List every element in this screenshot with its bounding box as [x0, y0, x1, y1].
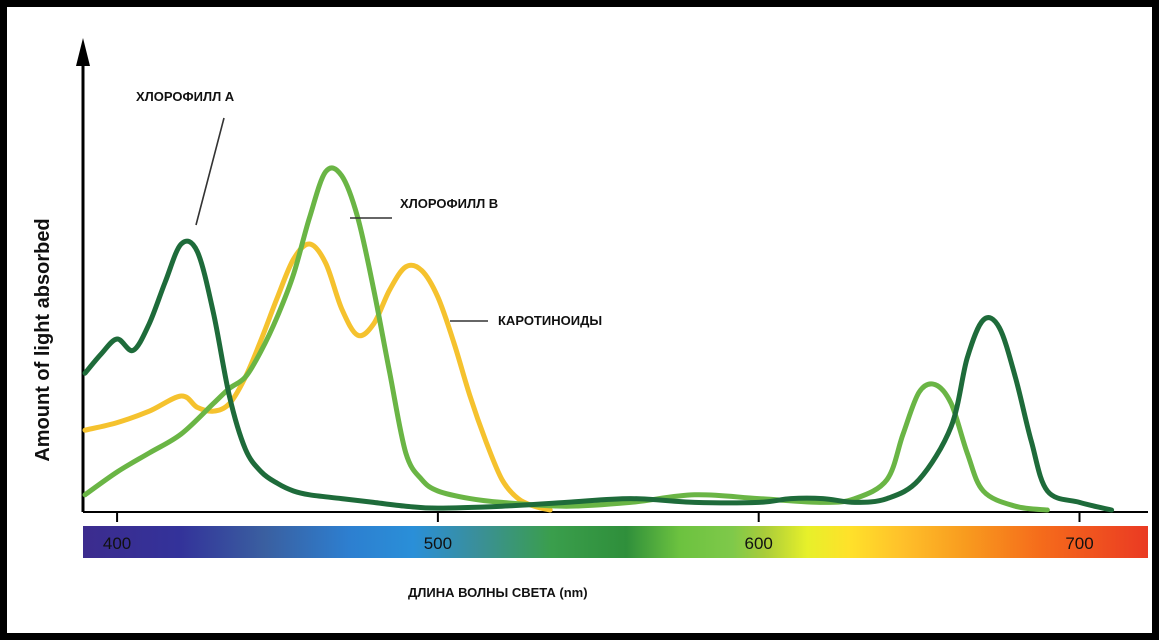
- chl-a-leader-line: [195, 117, 225, 226]
- spectrum-bar: [83, 526, 1148, 558]
- x-tick-label: 500: [424, 534, 452, 553]
- x-tick-label: 700: [1065, 534, 1093, 553]
- carot-label: КАРОТИНОИДЫ: [498, 313, 602, 328]
- x-axis-label: ДЛИНА ВОЛНЫ СВЕТА (nm): [408, 585, 588, 600]
- x-ticks: 400 500 600 700: [103, 512, 1094, 553]
- x-tick-label: 600: [745, 534, 773, 553]
- chlorophyll-a-curve: [82, 238, 1115, 513]
- y-axis-arrowhead: [76, 38, 90, 66]
- chlorophyll-b-curve: [82, 165, 1050, 513]
- curves: [82, 165, 1115, 513]
- chl-a-label: ХЛОРОФИЛЛ А: [136, 89, 235, 104]
- carotenoids-curve: [82, 241, 553, 513]
- y-axis-label: Amount of light absorbed: [32, 218, 54, 461]
- chl-b-label: ХЛОРОФИЛЛ В: [400, 196, 498, 211]
- x-tick-label: 400: [103, 534, 131, 553]
